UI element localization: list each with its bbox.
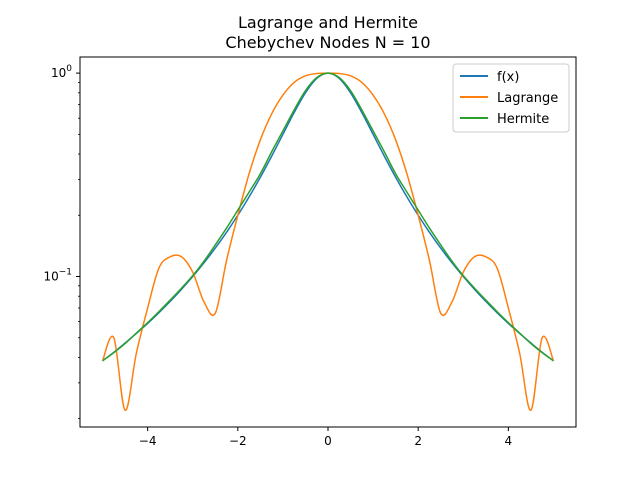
y-tick-label: 100 xyxy=(51,64,72,80)
legend-label: Hermite xyxy=(497,112,549,127)
plot-lines xyxy=(101,72,555,412)
x-tick-label: −2 xyxy=(229,434,247,448)
y-tick-label: 10−1 xyxy=(43,268,72,284)
x-tick-label: 4 xyxy=(505,434,513,448)
y-axis-ticks: 10−1 100 xyxy=(43,64,80,420)
legend-label: Lagrange xyxy=(497,91,558,106)
chart-title: Lagrange and Hermite xyxy=(238,13,418,32)
series-line-hermite xyxy=(102,72,554,362)
plot-frame xyxy=(79,56,577,428)
legend: f(x) Lagrange Hermite xyxy=(452,63,570,133)
chart-subtitle: Chebychev Nodes N = 10 xyxy=(225,33,430,52)
x-tick-label: 2 xyxy=(414,434,422,448)
x-axis-ticks: −4 −2 0 2 4 xyxy=(139,427,512,448)
legend-box xyxy=(452,63,570,133)
legend-label: f(x) xyxy=(497,70,519,85)
x-tick-label: 0 xyxy=(324,434,332,448)
x-tick-label: −4 xyxy=(139,434,157,448)
